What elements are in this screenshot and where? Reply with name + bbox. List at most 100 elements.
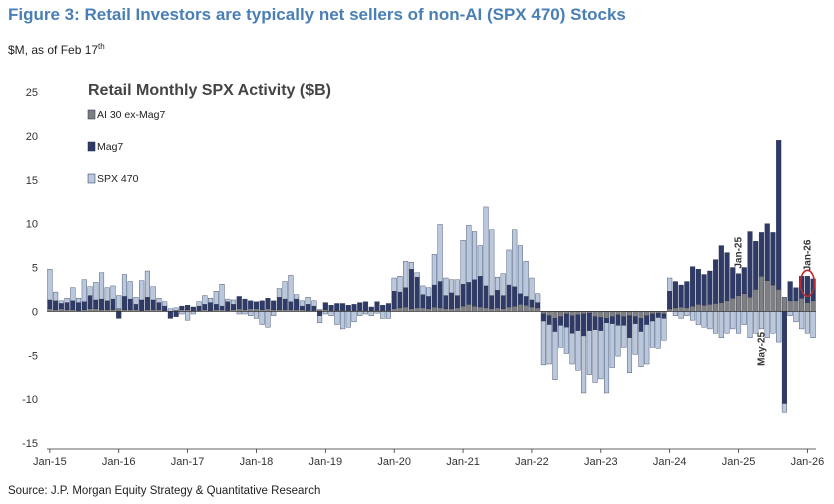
bar xyxy=(690,266,696,307)
bar xyxy=(747,231,753,298)
bar xyxy=(116,295,122,309)
bar xyxy=(179,305,185,310)
bar xyxy=(575,311,581,316)
bar xyxy=(87,286,93,296)
bar xyxy=(747,311,753,338)
x-tick-label: Jan-17 xyxy=(171,456,205,468)
bar xyxy=(523,305,529,312)
bar xyxy=(288,301,294,310)
bar xyxy=(253,311,259,319)
bar xyxy=(368,311,374,316)
bar xyxy=(770,232,776,286)
bar xyxy=(351,304,357,312)
bar xyxy=(552,331,558,380)
bar xyxy=(466,304,472,312)
bar xyxy=(276,297,282,310)
bar xyxy=(494,276,501,291)
x-tick-label: Jan-20 xyxy=(377,456,411,468)
bar xyxy=(793,311,799,323)
bar xyxy=(208,302,214,311)
bar xyxy=(139,299,145,311)
bar xyxy=(93,282,99,301)
legend: AI 30 ex-Mag7 Mag7 SPX 470 xyxy=(87,109,165,185)
bar xyxy=(586,330,592,375)
bar xyxy=(690,305,696,312)
bar xyxy=(472,231,478,280)
bar xyxy=(753,241,759,290)
bar xyxy=(53,300,59,310)
bar xyxy=(655,317,661,349)
figure-title: Figure 3: Retail Investors are typically… xyxy=(8,5,626,24)
x-tick-label: Jan-19 xyxy=(309,456,343,468)
bar xyxy=(477,245,483,277)
bar xyxy=(472,305,478,312)
bar xyxy=(535,307,541,312)
bar xyxy=(500,295,506,309)
figure-subtitle-sup: th xyxy=(98,42,105,51)
bar xyxy=(305,297,311,305)
bar xyxy=(563,326,569,354)
bar xyxy=(133,297,139,305)
bar xyxy=(649,313,655,322)
bar xyxy=(793,287,799,302)
bar xyxy=(569,333,575,365)
bar xyxy=(317,315,323,323)
y-tick-label: -15 xyxy=(22,438,38,450)
bar xyxy=(397,276,403,293)
bar xyxy=(368,306,374,312)
bar xyxy=(529,306,535,312)
bar xyxy=(408,269,414,309)
bar xyxy=(672,281,678,309)
bar xyxy=(420,294,426,309)
bar xyxy=(357,311,363,316)
bar xyxy=(426,287,432,297)
x-axis: Jan-15 Jan-16 Jan-17 Jan-18 Jan-19 Jan-20 Jan-… xyxy=(33,449,824,468)
annotations: Jan-25 May-25 Jan-26 xyxy=(734,237,816,366)
bar xyxy=(98,272,105,300)
bar xyxy=(690,311,696,321)
legend-label: Mag7 xyxy=(97,141,123,153)
bar xyxy=(271,311,277,316)
bar xyxy=(758,232,765,277)
bar xyxy=(340,303,346,311)
bar xyxy=(713,259,719,304)
bar xyxy=(403,306,409,312)
bar xyxy=(718,311,724,338)
bar xyxy=(202,304,208,310)
bar xyxy=(443,295,449,309)
bar xyxy=(58,303,64,309)
bar xyxy=(770,284,776,312)
bar xyxy=(110,298,116,310)
bar xyxy=(81,279,87,302)
bar xyxy=(259,311,265,325)
bar xyxy=(460,240,466,285)
bar xyxy=(529,299,535,308)
x-tick-label: Jan-25 xyxy=(722,456,756,468)
bar xyxy=(701,311,707,328)
bar xyxy=(483,285,489,309)
bar xyxy=(276,288,282,298)
bar xyxy=(116,311,122,319)
bar xyxy=(403,261,409,288)
bar xyxy=(345,305,351,311)
bar xyxy=(655,312,661,318)
bar xyxy=(133,304,139,310)
bar xyxy=(219,305,225,310)
bar xyxy=(804,302,810,312)
bar xyxy=(758,276,765,312)
bar xyxy=(753,311,759,334)
bar xyxy=(294,298,300,310)
bar xyxy=(764,280,770,312)
bar xyxy=(208,298,214,303)
bar xyxy=(506,306,512,312)
legend-label: AI 30 ex-Mag7 xyxy=(97,109,165,121)
bar xyxy=(414,272,420,278)
bar xyxy=(517,293,523,305)
bar xyxy=(776,140,782,290)
bar xyxy=(64,302,70,310)
bar xyxy=(667,277,673,292)
bar xyxy=(173,307,179,311)
bar xyxy=(104,300,110,310)
bar xyxy=(804,276,810,303)
bar xyxy=(317,311,323,316)
